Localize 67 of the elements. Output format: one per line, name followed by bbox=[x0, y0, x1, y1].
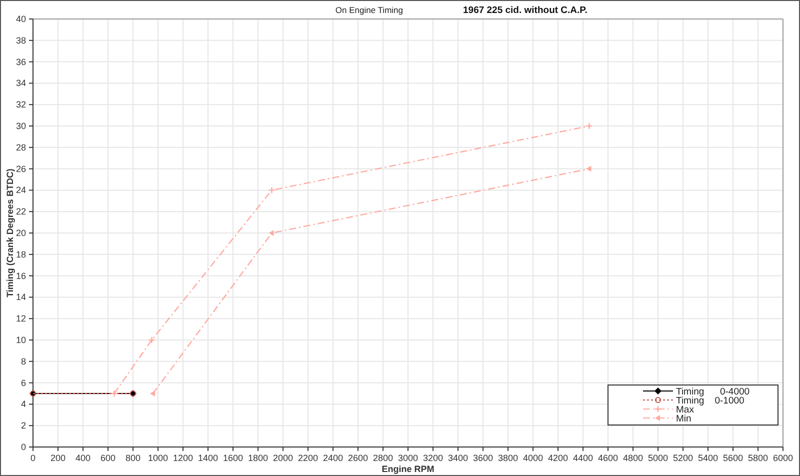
point bbox=[148, 336, 156, 344]
legend-label: Max bbox=[676, 404, 694, 416]
y-tick-label: 24 bbox=[16, 185, 26, 196]
x-tick-label: 5600 bbox=[722, 453, 744, 463]
x-tick-label: 2800 bbox=[372, 453, 394, 463]
legend-label: Timing 0-1000 bbox=[676, 396, 744, 406]
y-tick-label: 12 bbox=[16, 314, 26, 324]
point bbox=[586, 122, 593, 130]
x-tick-label: 600 bbox=[100, 453, 116, 463]
x-tick-label: 200 bbox=[50, 453, 66, 463]
y-tick-label: 20 bbox=[16, 228, 26, 238]
chart-subtitle: On Engine Timing bbox=[335, 5, 404, 15]
legend-label: Timing 0-4000 bbox=[676, 386, 750, 398]
y-tick-label: 34 bbox=[16, 78, 26, 88]
x-tick-label: 2200 bbox=[298, 453, 318, 463]
x-tick-label: 3000 bbox=[398, 453, 418, 463]
point bbox=[268, 186, 276, 194]
y-tick-label: 32 bbox=[16, 100, 26, 110]
x-tick-label: 5200 bbox=[672, 453, 694, 463]
x-tick-label: 4000 bbox=[522, 453, 544, 463]
x-tick-label: 2400 bbox=[322, 453, 344, 463]
point bbox=[268, 230, 274, 236]
y-tick-label: 10 bbox=[16, 335, 26, 345]
x-tick-label: 4400 bbox=[572, 453, 594, 463]
x-tick-label: 800 bbox=[125, 453, 141, 463]
y-tick-label: 22 bbox=[16, 206, 26, 217]
y-tick-label: 38 bbox=[16, 35, 26, 46]
y-tick-label: 18 bbox=[16, 249, 26, 260]
x-tick-label: 6000 bbox=[772, 453, 794, 463]
legend-label: Min bbox=[676, 414, 692, 424]
x-tick-label: 1800 bbox=[248, 453, 268, 463]
y-tick-label: 16 bbox=[16, 270, 26, 281]
x-tick-label: 4600 bbox=[598, 453, 618, 463]
x-tick-label: 2600 bbox=[348, 453, 368, 463]
x-tick-label: 1600 bbox=[222, 453, 244, 463]
x-tick-label: 1200 bbox=[172, 453, 194, 463]
x-axis-title: Engine RPM bbox=[382, 464, 434, 474]
y-tick-label: 0 bbox=[20, 442, 26, 452]
y-tick-label: 4 bbox=[20, 399, 26, 410]
x-tick-label: 400 bbox=[75, 453, 91, 463]
y-tick-label: 6 bbox=[20, 378, 26, 388]
x-tick-label: 3600 bbox=[472, 453, 494, 463]
y-tick-label: 2 bbox=[20, 420, 26, 431]
chart-title: 1967 225 cid. without C.A.P. bbox=[463, 5, 588, 16]
x-tick-label: 0 bbox=[30, 453, 36, 463]
y-tick-label: 36 bbox=[16, 56, 26, 67]
x-tick-label: 5400 bbox=[698, 453, 718, 463]
y-tick-label: 30 bbox=[16, 121, 26, 131]
x-tick-label: 5800 bbox=[748, 453, 768, 463]
point bbox=[586, 166, 592, 172]
x-tick-label: 3200 bbox=[422, 453, 444, 463]
x-tick-label: 1400 bbox=[198, 453, 218, 463]
y-axis-title: Timing (Crank Degrees BTDC) bbox=[5, 168, 15, 298]
x-tick-label: 3800 bbox=[498, 453, 518, 463]
x-tick-label: 3400 bbox=[448, 453, 468, 463]
x-tick-label: 1000 bbox=[148, 453, 168, 463]
y-tick-label: 14 bbox=[16, 292, 26, 302]
y-tick-label: 40 bbox=[16, 14, 26, 24]
point bbox=[110, 390, 118, 398]
y-tick-label: 28 bbox=[16, 142, 26, 152]
point bbox=[150, 390, 155, 396]
x-tick-label: 4200 bbox=[548, 453, 568, 463]
y-tick-label: 8 bbox=[20, 356, 26, 366]
y-tick-label: 26 bbox=[16, 164, 26, 174]
x-tick-label: 5000 bbox=[648, 453, 668, 463]
x-tick-label: 4800 bbox=[622, 453, 644, 463]
x-tick-label: 2000 bbox=[272, 453, 294, 463]
